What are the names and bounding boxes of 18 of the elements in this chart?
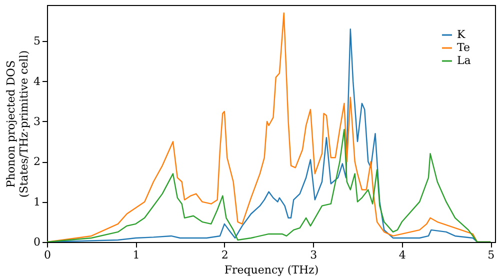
x-tick-label: 2	[221, 248, 228, 262]
legend-label: La	[457, 54, 472, 67]
x-tick-label: 4	[398, 248, 406, 262]
legend-label: K	[457, 28, 466, 41]
y-axis-title: Phonon projected DOS (States/THz·primitive cell)	[4, 50, 30, 198]
y-tick-label: 1	[34, 195, 40, 208]
y-tick-label: 0	[34, 236, 40, 248]
y-tick-label: 2	[34, 155, 40, 168]
x-tick-label: 0	[44, 248, 51, 262]
x-tick-label: 1	[132, 248, 140, 262]
x-tick-label: 5	[488, 248, 495, 262]
legend-label: Te	[457, 41, 470, 54]
x-axis-title: Frequency (THz)	[224, 264, 319, 276]
line-series	[47, 128, 492, 242]
x-tick-label: 3	[310, 248, 318, 262]
y-tick-label: 3	[34, 114, 40, 128]
y-tick-label: 4	[34, 74, 40, 88]
y-tick-label: 5	[34, 34, 40, 48]
